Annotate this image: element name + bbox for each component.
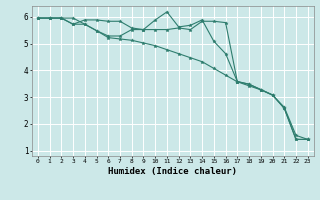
- X-axis label: Humidex (Indice chaleur): Humidex (Indice chaleur): [108, 167, 237, 176]
